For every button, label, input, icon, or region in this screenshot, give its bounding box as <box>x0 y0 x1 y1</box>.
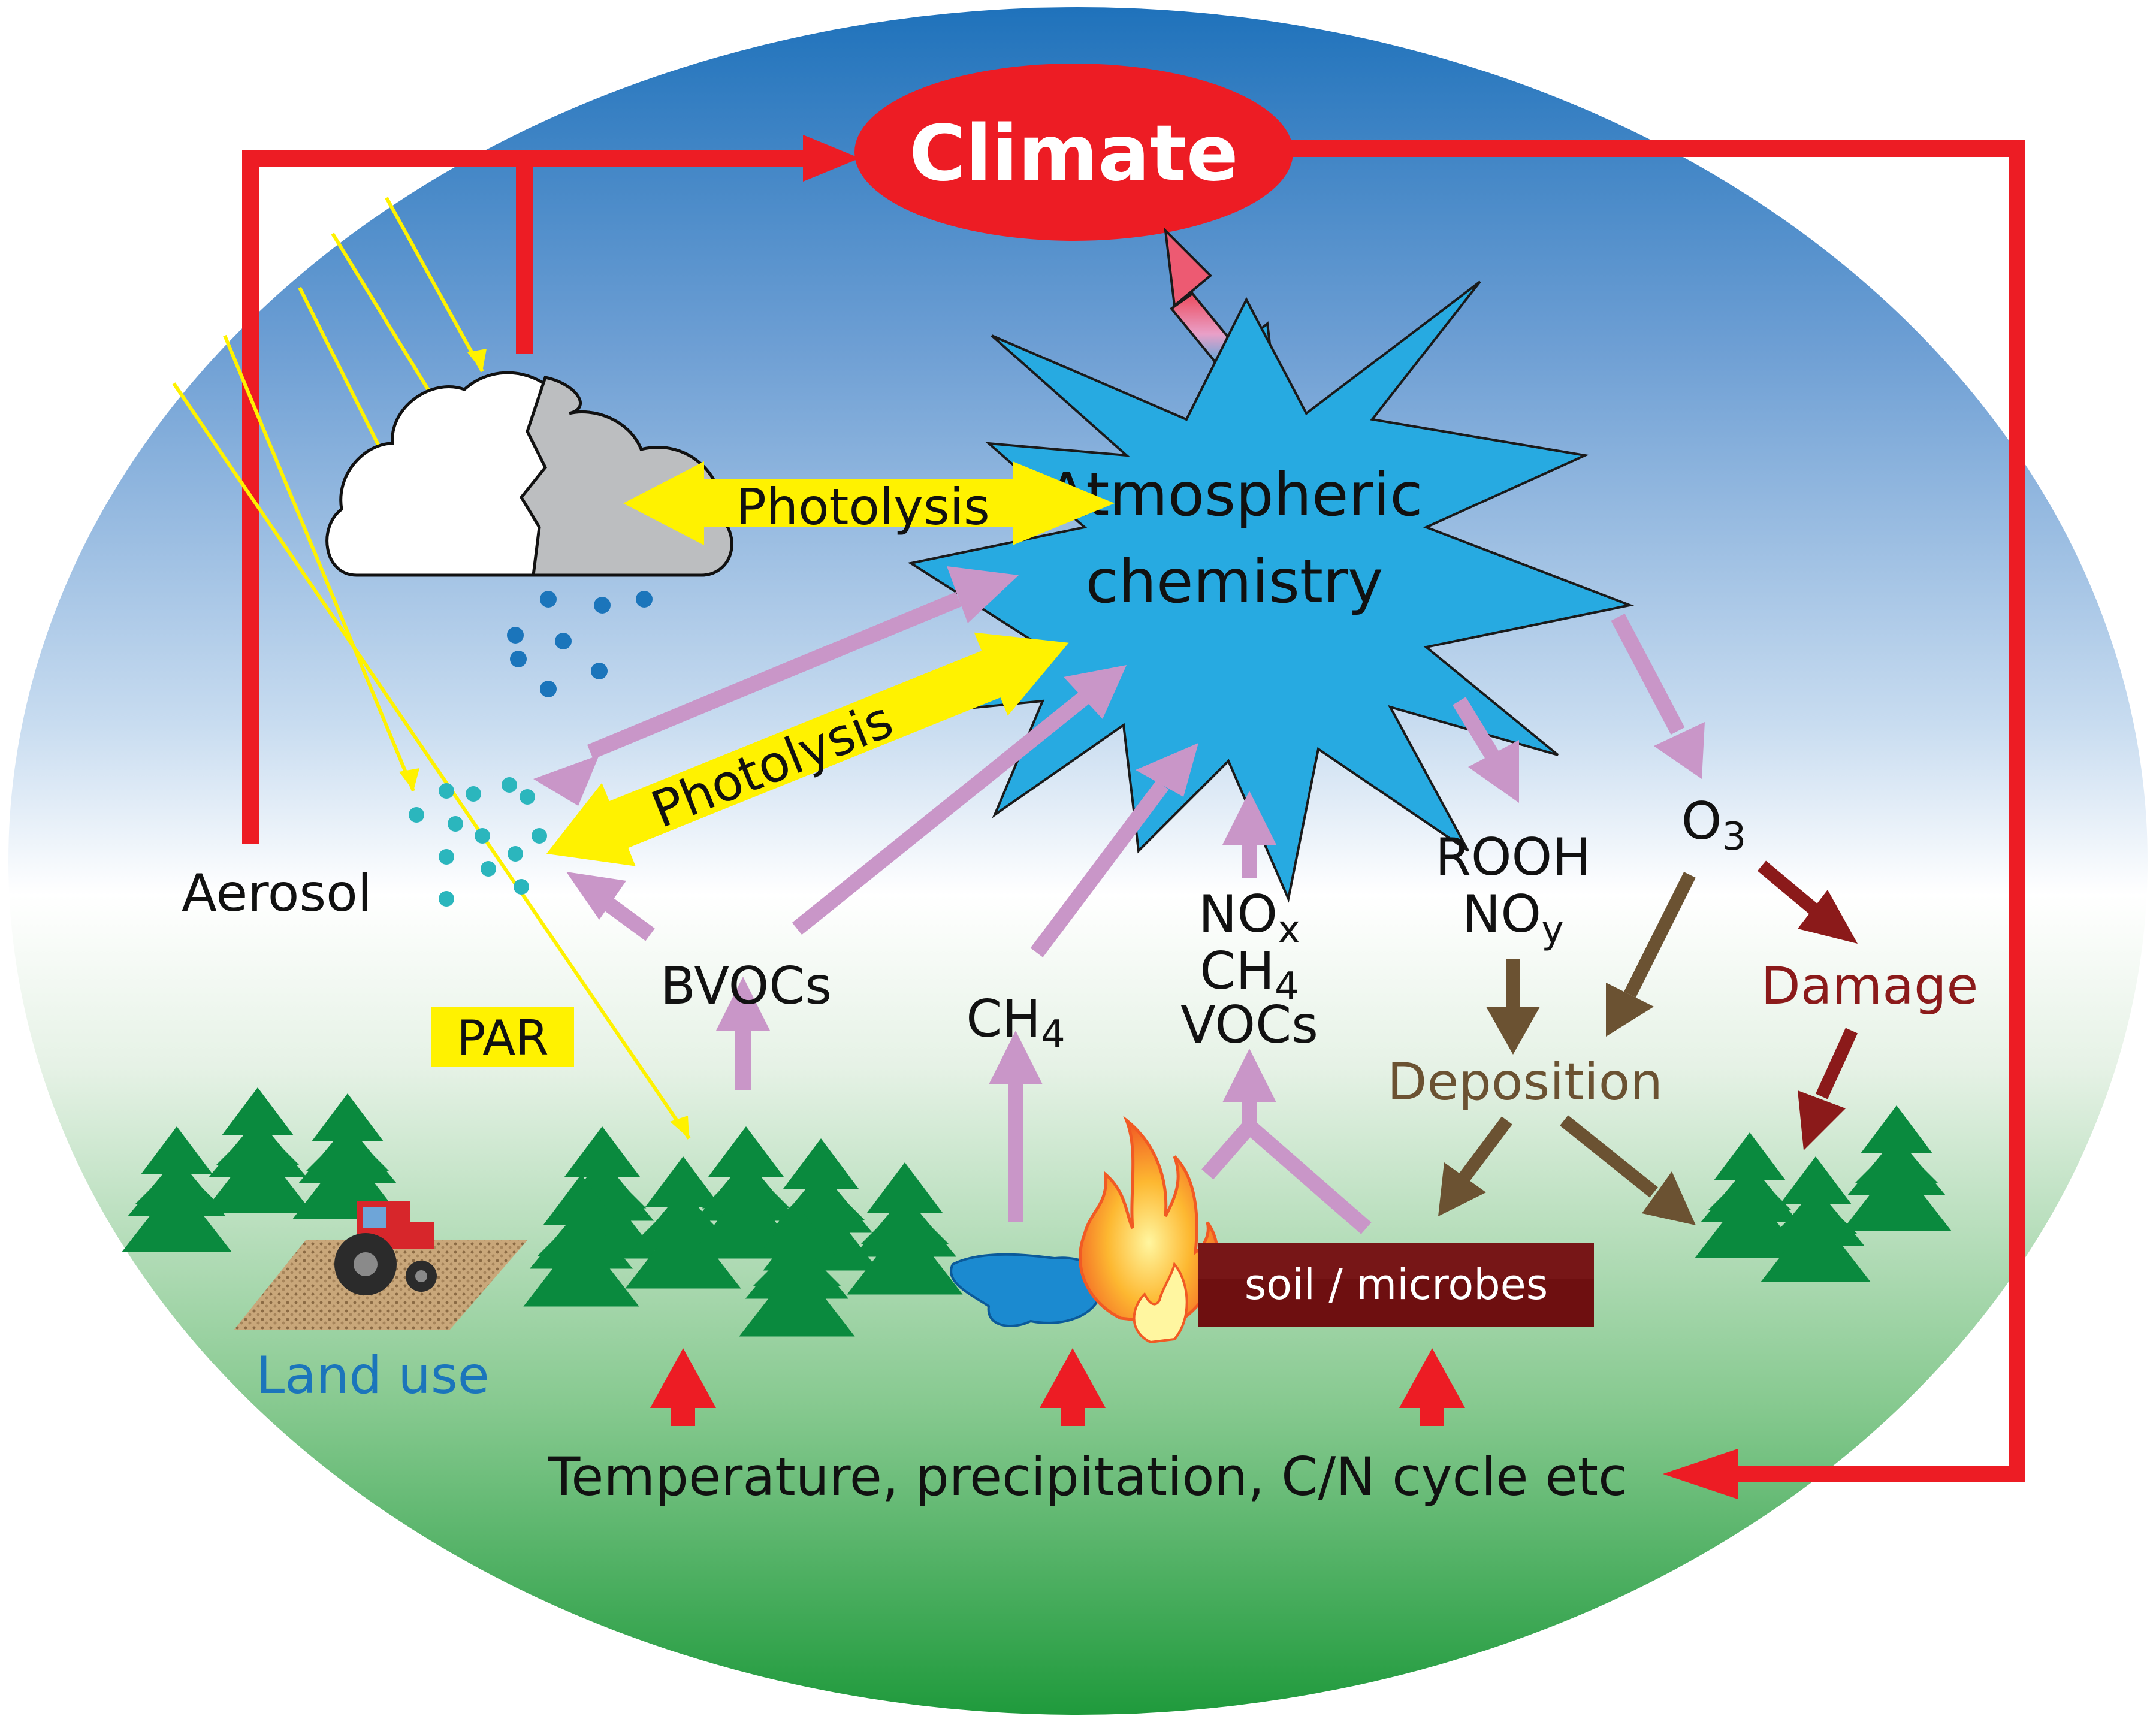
atmospheric-label-line2: chemistry <box>1086 546 1384 617</box>
noy-label: NOy <box>1462 884 1564 952</box>
deposition-label: Deposition <box>1387 1052 1663 1112</box>
emission-arrowheads <box>533 566 1705 1102</box>
vocs-label: VOCs <box>1180 995 1318 1055</box>
atmospheric-chemistry-node <box>856 280 1635 903</box>
rooh-label: ROOH <box>1435 827 1591 887</box>
aerosol-label: Aerosol <box>182 863 372 923</box>
deposition-arrows <box>1457 872 1696 1198</box>
o3-label: O3 <box>1681 791 1746 859</box>
atmospheric-label-line1: Atmospheric <box>1046 460 1423 530</box>
tractor-icon <box>334 1201 437 1295</box>
bvocs-label: BVOCs <box>660 956 832 1016</box>
damage-arrowheads <box>1798 890 1858 1150</box>
par-label: PAR <box>457 1010 548 1066</box>
temperature-label: Temperature, precipitation, C/N cycle et… <box>547 1446 1627 1507</box>
nox-label: NOx <box>1198 884 1300 952</box>
emission-arrows <box>587 591 1685 1234</box>
climate-feedback-loop <box>242 140 2025 1482</box>
par-box <box>431 1007 574 1067</box>
ch4-fire-label: CH4 <box>1200 941 1299 1009</box>
aerosol-particle-icon <box>409 777 547 907</box>
rain-drop-icon <box>507 591 653 697</box>
arrow-to-climate <box>803 135 860 182</box>
forcing-arrow-right <box>1399 1348 1465 1426</box>
soil-microbes-label: soil / microbes <box>1245 1260 1548 1309</box>
damage-arrows <box>1757 860 1858 1099</box>
photolysis-upper-label: Photolysis <box>736 478 990 536</box>
deposition-arrowheads <box>1438 983 1696 1225</box>
photolysis-arrow-upper <box>623 461 1115 545</box>
soil-microbes-box-highlight <box>1198 1243 1594 1279</box>
fire-icon <box>1079 1116 1219 1344</box>
climate-node <box>854 64 1293 241</box>
land-use-label: Land use <box>256 1346 489 1406</box>
climate-label: Climate <box>909 109 1238 198</box>
arrow-to-temperature <box>1663 1449 1738 1499</box>
photolysis-arrow-lower <box>546 632 1069 866</box>
ch4-label: CH4 <box>966 989 1065 1057</box>
forcing-arrows <box>650 1348 1465 1426</box>
soil-microbes-box <box>1198 1243 1594 1327</box>
forcing-arrow-center <box>1040 1348 1106 1426</box>
lake-icon <box>950 1253 1105 1327</box>
damage-label: Damage <box>1761 956 1979 1016</box>
sun-rays <box>172 197 691 1140</box>
forcing-arrow-left <box>650 1348 716 1426</box>
